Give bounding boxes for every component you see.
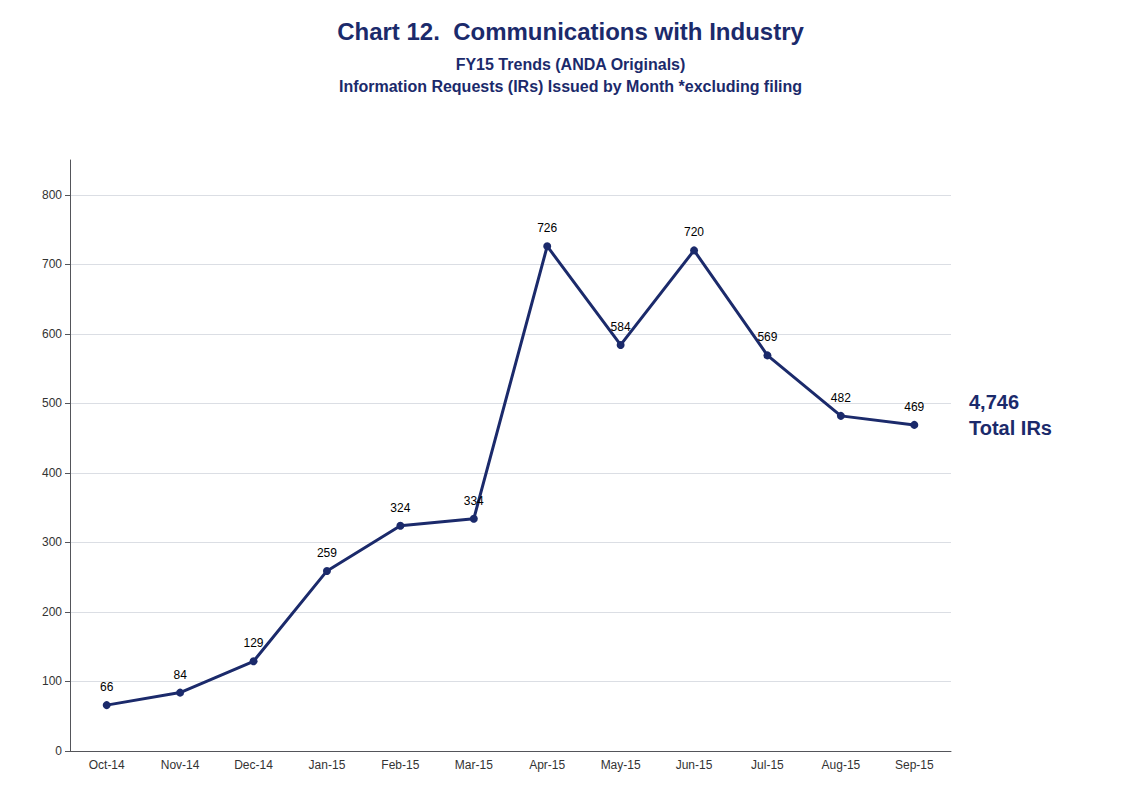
- svg-text:700: 700: [42, 257, 62, 271]
- svg-text:Aug-15: Aug-15: [822, 758, 861, 772]
- svg-text:584: 584: [611, 320, 631, 334]
- svg-text:469: 469: [904, 400, 924, 414]
- svg-text:100: 100: [42, 674, 62, 688]
- svg-text:0: 0: [55, 744, 62, 758]
- svg-text:600: 600: [42, 327, 62, 341]
- svg-text:482: 482: [831, 391, 851, 405]
- svg-text:4,746: 4,746: [969, 391, 1019, 413]
- svg-text:Sep-15: Sep-15: [895, 758, 934, 772]
- svg-text:FY15 Trends (ANDA Originals): FY15 Trends (ANDA Originals): [456, 56, 686, 73]
- svg-text:569: 569: [757, 330, 777, 344]
- svg-text:720: 720: [684, 225, 704, 239]
- svg-text:Mar-15: Mar-15: [455, 758, 493, 772]
- svg-text:726: 726: [537, 221, 557, 235]
- svg-text:200: 200: [42, 605, 62, 619]
- svg-text:Jul-15: Jul-15: [751, 758, 784, 772]
- svg-text:Apr-15: Apr-15: [529, 758, 565, 772]
- svg-text:300: 300: [42, 535, 62, 549]
- svg-text:400: 400: [42, 466, 62, 480]
- svg-text:66: 66: [100, 680, 114, 694]
- svg-text:334: 334: [464, 494, 484, 508]
- svg-text:Feb-15: Feb-15: [381, 758, 419, 772]
- svg-text:129: 129: [244, 636, 264, 650]
- svg-text:259: 259: [317, 546, 337, 560]
- svg-text:Information Requests (IRs) Iss: Information Requests (IRs) Issued by Mon…: [339, 78, 802, 95]
- svg-text:Total IRs: Total IRs: [969, 417, 1052, 439]
- svg-text:May-15: May-15: [601, 758, 641, 772]
- svg-text:500: 500: [42, 396, 62, 410]
- svg-text:324: 324: [390, 501, 410, 515]
- svg-text:800: 800: [42, 188, 62, 202]
- svg-text:Jun-15: Jun-15: [676, 758, 713, 772]
- svg-text:Jan-15: Jan-15: [309, 758, 346, 772]
- svg-text:Oct-14: Oct-14: [89, 758, 125, 772]
- svg-text:Dec-14: Dec-14: [234, 758, 273, 772]
- svg-text:84: 84: [173, 668, 187, 682]
- svg-text:Chart 12. Communications with: Chart 12. Communications with Industry: [337, 18, 804, 45]
- svg-text:Nov-14: Nov-14: [161, 758, 200, 772]
